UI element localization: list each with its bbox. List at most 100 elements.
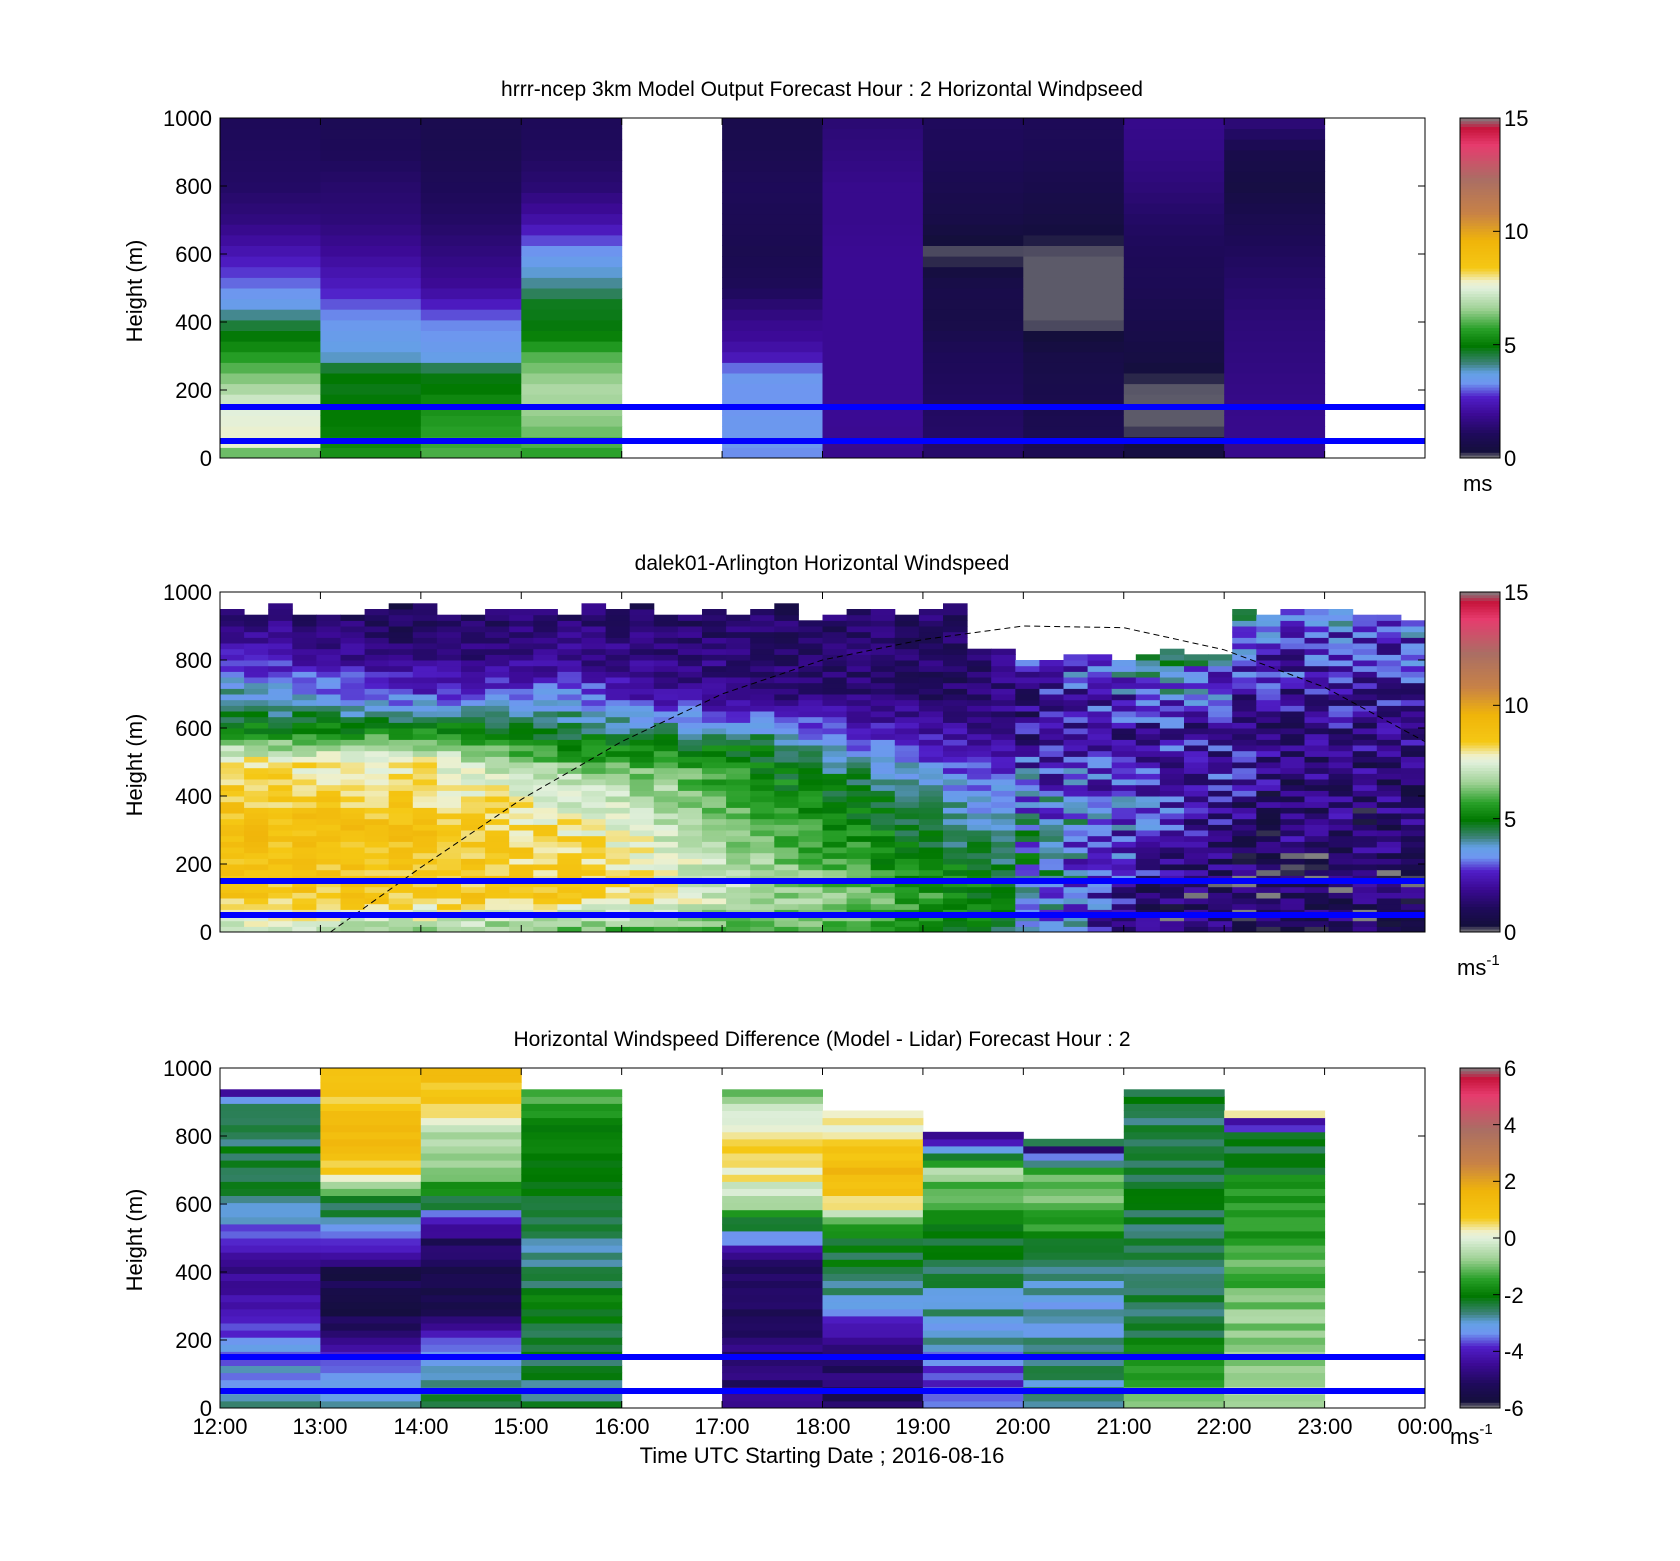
heatmap-cell bbox=[1159, 756, 1185, 763]
heatmap-cell bbox=[894, 801, 920, 808]
heatmap-cell bbox=[1224, 1124, 1326, 1133]
heatmap-cell bbox=[340, 773, 366, 780]
heatmap-cell bbox=[1208, 779, 1233, 786]
heatmap-cell bbox=[485, 824, 510, 831]
heatmap-cell bbox=[822, 699, 848, 706]
heatmap-cell bbox=[1232, 801, 1257, 808]
heatmap-cell bbox=[822, 118, 924, 130]
heatmap-cell bbox=[1328, 677, 1354, 684]
heatmap-cell bbox=[1224, 1131, 1326, 1140]
heatmap-cell bbox=[605, 762, 631, 769]
heatmap-cell bbox=[726, 648, 751, 655]
heatmap-cell bbox=[220, 415, 321, 427]
heatmap-cell bbox=[726, 869, 751, 876]
heatmap-cell bbox=[677, 841, 703, 848]
heatmap-cell bbox=[1280, 682, 1305, 689]
heatmap-cell bbox=[521, 1266, 623, 1274]
heatmap-cell bbox=[870, 773, 896, 780]
heatmap-cell bbox=[244, 773, 269, 780]
heatmap-cell bbox=[1039, 858, 1064, 865]
heatmap-cell bbox=[316, 728, 341, 735]
heatmap-cell bbox=[1328, 660, 1354, 667]
heatmap-cell bbox=[244, 841, 269, 848]
colorbar-step bbox=[1460, 327, 1500, 331]
heatmap-cell bbox=[420, 277, 522, 289]
heatmap-cell bbox=[1208, 830, 1233, 837]
heatmap-cell bbox=[1135, 841, 1161, 848]
heatmap-cell bbox=[918, 790, 944, 797]
heatmap-cell bbox=[1256, 682, 1281, 689]
colorbar-tick-label: 10 bbox=[1504, 693, 1528, 718]
heatmap-cell bbox=[1256, 790, 1281, 797]
heatmap-cell bbox=[822, 648, 848, 655]
heatmap-cell bbox=[1208, 898, 1233, 905]
heatmap-cell bbox=[943, 790, 968, 797]
colorbar-step bbox=[1460, 1314, 1500, 1318]
heatmap-cell bbox=[521, 1110, 623, 1119]
colorbar-step bbox=[1460, 1280, 1500, 1284]
heatmap-cell bbox=[436, 813, 462, 820]
heatmap-cell bbox=[388, 643, 414, 650]
heatmap-cell bbox=[485, 807, 510, 814]
heatmap-cell bbox=[1063, 779, 1089, 786]
colorbar-step bbox=[1460, 1342, 1500, 1347]
heatmap-cell bbox=[340, 688, 366, 695]
heatmap-cell bbox=[722, 1323, 823, 1331]
colorbar-step bbox=[1460, 446, 1500, 450]
heatmap-cell bbox=[420, 1287, 522, 1296]
heatmap-cell bbox=[726, 643, 751, 650]
heatmap-cell bbox=[1400, 852, 1426, 859]
heatmap-cell bbox=[461, 716, 486, 723]
heatmap-cell bbox=[822, 171, 924, 183]
heatmap-cell bbox=[1224, 1315, 1326, 1324]
heatmap-cell bbox=[412, 824, 438, 831]
heatmap-cell bbox=[726, 614, 751, 621]
colorbar-step bbox=[1460, 265, 1500, 269]
heatmap-cell bbox=[822, 404, 924, 416]
heatmap-cell bbox=[340, 722, 366, 729]
heatmap-cell bbox=[1208, 773, 1233, 780]
heatmap-cell bbox=[485, 790, 510, 797]
heatmap-cell bbox=[918, 824, 944, 831]
heatmap-cell bbox=[605, 682, 631, 689]
heatmap-cell bbox=[1232, 841, 1257, 848]
heatmap-cell bbox=[943, 852, 968, 859]
heatmap-cell bbox=[485, 614, 510, 621]
heatmap-cell bbox=[1039, 671, 1064, 678]
heatmap-cell bbox=[220, 1393, 321, 1402]
heatmap-cell bbox=[1352, 773, 1378, 780]
heatmap-cell bbox=[629, 784, 655, 791]
heatmap-cell bbox=[1256, 694, 1281, 701]
heatmap-cell bbox=[1304, 665, 1330, 672]
heatmap-cell bbox=[1159, 830, 1185, 837]
heatmap-cell bbox=[1328, 920, 1354, 927]
heatmap-cell bbox=[509, 609, 534, 616]
heatmap-cell bbox=[320, 181, 422, 193]
heatmap-cell bbox=[918, 830, 944, 837]
heatmap-cell bbox=[629, 824, 655, 831]
heatmap-cell bbox=[677, 688, 703, 695]
heatmap-cell bbox=[822, 224, 924, 236]
heatmap-cell bbox=[967, 699, 992, 706]
heatmap-cell bbox=[220, 139, 321, 151]
heatmap-cell bbox=[1111, 677, 1137, 684]
heatmap-cell bbox=[509, 722, 534, 729]
heatmap-cell bbox=[722, 1379, 823, 1388]
heatmap-cell bbox=[436, 881, 462, 888]
heatmap-cell bbox=[822, 773, 848, 780]
heatmap-cell bbox=[1328, 654, 1354, 661]
heatmap-cell bbox=[798, 807, 823, 814]
heatmap-cell bbox=[320, 351, 422, 363]
heatmap-cell bbox=[316, 671, 341, 678]
heatmap-cell bbox=[774, 745, 799, 752]
heatmap-cell bbox=[244, 626, 269, 633]
colorbar-step bbox=[1460, 1266, 1500, 1270]
heatmap-cell bbox=[244, 648, 269, 655]
heatmap-cell bbox=[846, 767, 872, 774]
heatmap-cell bbox=[1039, 903, 1064, 910]
heatmap-cell bbox=[461, 767, 486, 774]
heatmap-cell bbox=[1063, 869, 1089, 876]
heatmap-cell bbox=[557, 779, 582, 786]
colorbar-tick-label: -4 bbox=[1504, 1339, 1524, 1364]
heatmap-cell bbox=[412, 745, 438, 752]
